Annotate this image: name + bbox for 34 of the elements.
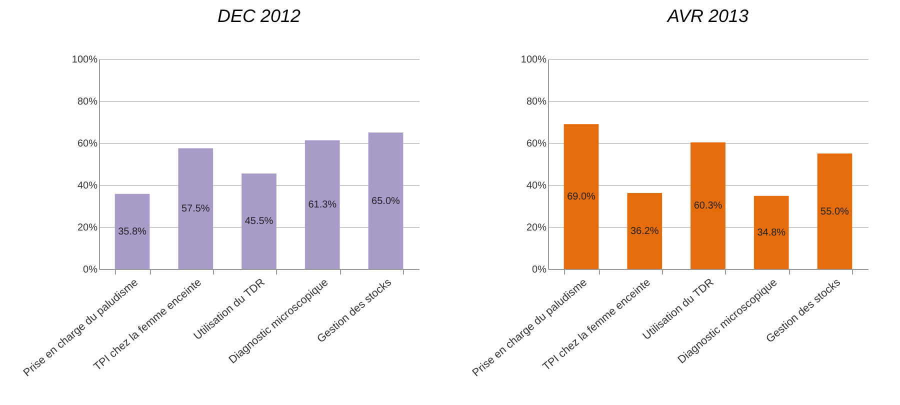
data-label: 65.0%	[372, 196, 400, 207]
data-label: 69.0%	[567, 192, 596, 203]
data-label: 34.8%	[757, 227, 786, 238]
chart-title: AVR 2013	[666, 6, 749, 26]
chart-title: DEC 2012	[217, 6, 301, 26]
y-tick-label: 60%	[77, 138, 98, 150]
bar	[178, 148, 214, 269]
y-tick-label: 0%	[83, 264, 98, 276]
y-tick-label: 80%	[526, 96, 547, 108]
y-tick-label: 40%	[526, 180, 547, 192]
y-tick-label: 60%	[526, 138, 547, 150]
bar	[627, 192, 662, 269]
y-tick-label: 100%	[520, 54, 547, 66]
data-label: 55.0%	[820, 206, 850, 218]
data-label: 36.2%	[630, 226, 659, 237]
y-tick-label: 40%	[77, 180, 98, 192]
data-label: 60.3%	[694, 200, 722, 212]
bar	[304, 140, 340, 269]
data-label: 61.3%	[308, 200, 337, 211]
data-label: 45.5%	[244, 216, 274, 228]
bar	[690, 142, 726, 269]
bar	[817, 154, 852, 269]
y-tick-label: 100%	[72, 54, 98, 66]
data-label: 57.5%	[181, 204, 210, 215]
y-tick-label: 0%	[532, 264, 547, 276]
data-label: 35.8%	[118, 226, 147, 238]
bar	[564, 124, 599, 269]
y-tick-label: 20%	[77, 222, 98, 234]
bar	[242, 173, 276, 269]
bar	[114, 194, 150, 269]
bar	[368, 132, 404, 269]
y-tick-label: 80%	[77, 96, 98, 108]
bar	[754, 196, 789, 269]
y-tick-label: 20%	[526, 222, 547, 234]
